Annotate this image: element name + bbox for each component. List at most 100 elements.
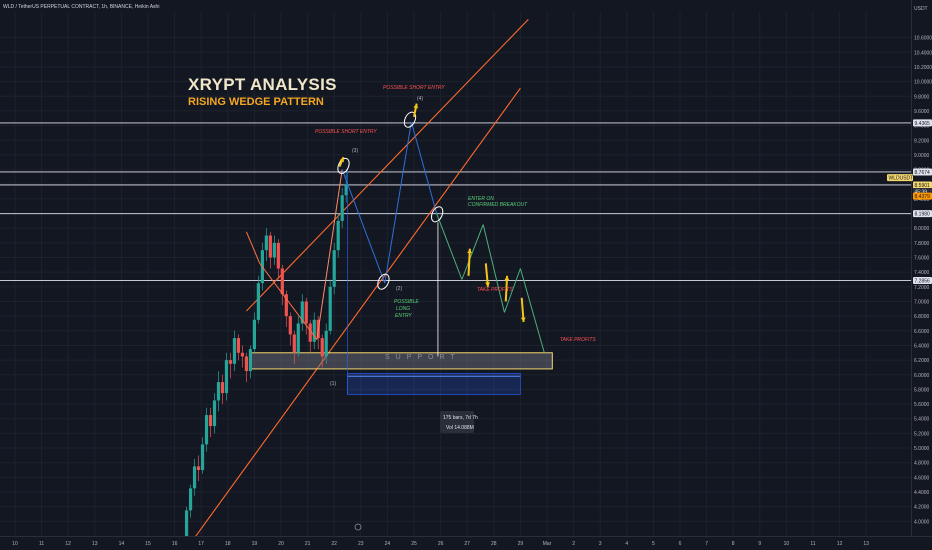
point-3-label: (3) (352, 148, 358, 154)
candle-body (320, 338, 324, 357)
candle-body (308, 323, 312, 342)
price-label: 8.5901 (915, 183, 931, 189)
arrow-shaft (467, 248, 471, 276)
candle-body (300, 301, 304, 324)
y-tick-label: 4.2000 (914, 505, 930, 511)
candle-body (272, 242, 276, 258)
y-tick-label: 5.8000 (914, 387, 930, 393)
candle-body (184, 510, 189, 536)
candle-body (196, 466, 201, 471)
price-label: 9.4365 (915, 121, 931, 127)
price-label: 8.1980 (915, 212, 931, 218)
x-tick-label: 23 (358, 541, 364, 547)
price-label-box (913, 192, 932, 200)
direction-arrows (338, 103, 526, 323)
x-tick-label: 8 (732, 541, 735, 547)
long-label-1: POSSIBLE (394, 299, 419, 305)
price-labels: 9.43658.7674WLDUSDT.P8.590145:398.43798.… (887, 119, 932, 285)
path-segment (410, 121, 438, 214)
x-tick-label: 4 (625, 541, 628, 547)
price-label-box (913, 168, 932, 176)
y-tick-label: 4.6000 (914, 475, 930, 481)
horizontal-levels (0, 122, 911, 281)
candle-body (288, 316, 292, 335)
x-tick-label: 12 (837, 541, 843, 547)
wedge-lower-line (185, 87, 521, 550)
candle-body (200, 444, 205, 471)
y-tick-label: 6.4000 (914, 343, 930, 349)
x-tick-label: 13 (92, 541, 98, 547)
candle-body (252, 319, 256, 350)
price-label-box (887, 174, 913, 182)
path-segment (461, 224, 484, 280)
x-tick-label: Mar (543, 541, 552, 547)
arrow-head (413, 103, 419, 109)
x-tick-label: 20 (278, 541, 284, 547)
y-tick-label: 9.0000 (914, 153, 930, 159)
x-tick-label: 18 (225, 541, 231, 547)
price-axis-bg (912, 0, 932, 550)
event-marker-icon[interactable] (354, 523, 362, 531)
support-label: SUPPORT (385, 354, 461, 361)
candle-body (332, 250, 336, 287)
y-tick-label: 10.2000 (914, 65, 932, 71)
y-tick-label: 10.6000 (914, 36, 932, 42)
y-tick-label: 7.4000 (914, 270, 930, 276)
entry-circle (430, 206, 444, 223)
short-entry-label-1: POSSIBLE SHORT ENTRY (315, 129, 377, 135)
x-tick-label: 19 (252, 541, 258, 547)
y-tick-label: 6.6000 (914, 329, 930, 335)
path-segment (341, 169, 386, 284)
candle-body (340, 195, 344, 221)
enter-label-1: ENTER ON (468, 196, 494, 202)
candle-body (232, 338, 237, 364)
y-tick-label: 4.4000 (914, 490, 930, 496)
y-tick-label: 10.0000 (914, 80, 932, 86)
analysis-subtitle: RISING WEDGE PATTERN (188, 96, 324, 108)
arrow-head (339, 157, 345, 163)
candle-body (248, 349, 253, 372)
path-segment (245, 231, 261, 264)
candle-body (276, 242, 280, 269)
x-tick-label: 21 (305, 541, 311, 547)
candle-body (324, 330, 328, 357)
price-label: 8.4379 (915, 194, 931, 200)
x-tick-label: 12 (65, 541, 71, 547)
y-tick-label: 7.6000 (914, 256, 930, 262)
path-segment (436, 213, 463, 280)
y-tick-label: 5.2000 (914, 431, 930, 437)
y-tick-label: 7.8000 (914, 241, 930, 247)
x-tick-label: 13 (863, 541, 869, 547)
short-entry-label-2: POSSIBLE SHORT ENTRY (383, 85, 445, 91)
candle-body (192, 466, 197, 489)
measure-bars: 175 bars, 7d 7h (443, 415, 478, 421)
x-tick-label: 10 (12, 541, 18, 547)
price-label: 8.7674 (915, 170, 931, 176)
analysis-title: XRYPT ANALYSIS (188, 75, 337, 94)
x-axis-ticks: 10 11 12 13 14 15 16 17 18 19 20 21 22 23 24 25 26 27 28 29… (12, 541, 869, 547)
x-tick-label: 25 (411, 541, 417, 547)
price-label: WLDUSDT.P (889, 176, 919, 182)
candle-body (312, 319, 316, 342)
price-path (245, 121, 545, 395)
y-tick-label: 9.6000 (914, 109, 930, 115)
price-label-box (913, 181, 932, 189)
x-tick-label: 22 (331, 541, 337, 547)
arrow-head (467, 248, 473, 254)
candle-body (212, 400, 217, 427)
candle-body (304, 301, 308, 324)
entry-circle (337, 157, 350, 174)
path-segment (482, 224, 505, 313)
candle-body (188, 488, 193, 511)
candle-body (264, 235, 268, 251)
take-profits-label-2: TAKE PROFITS (560, 337, 596, 343)
take-profits-label-1: TAKE PROFITS (477, 287, 513, 293)
candle-body (280, 268, 284, 295)
path-segment (259, 263, 318, 340)
x-tick-label: 28 (491, 541, 497, 547)
grid-lines (0, 12, 911, 536)
y-tick-label: 4.8000 (914, 461, 930, 467)
symbol-title: WLD / TetherUS PERPETUAL CONTRACT, 1h, B… (3, 4, 160, 10)
y-tick-label: 10.4000 (914, 50, 932, 56)
